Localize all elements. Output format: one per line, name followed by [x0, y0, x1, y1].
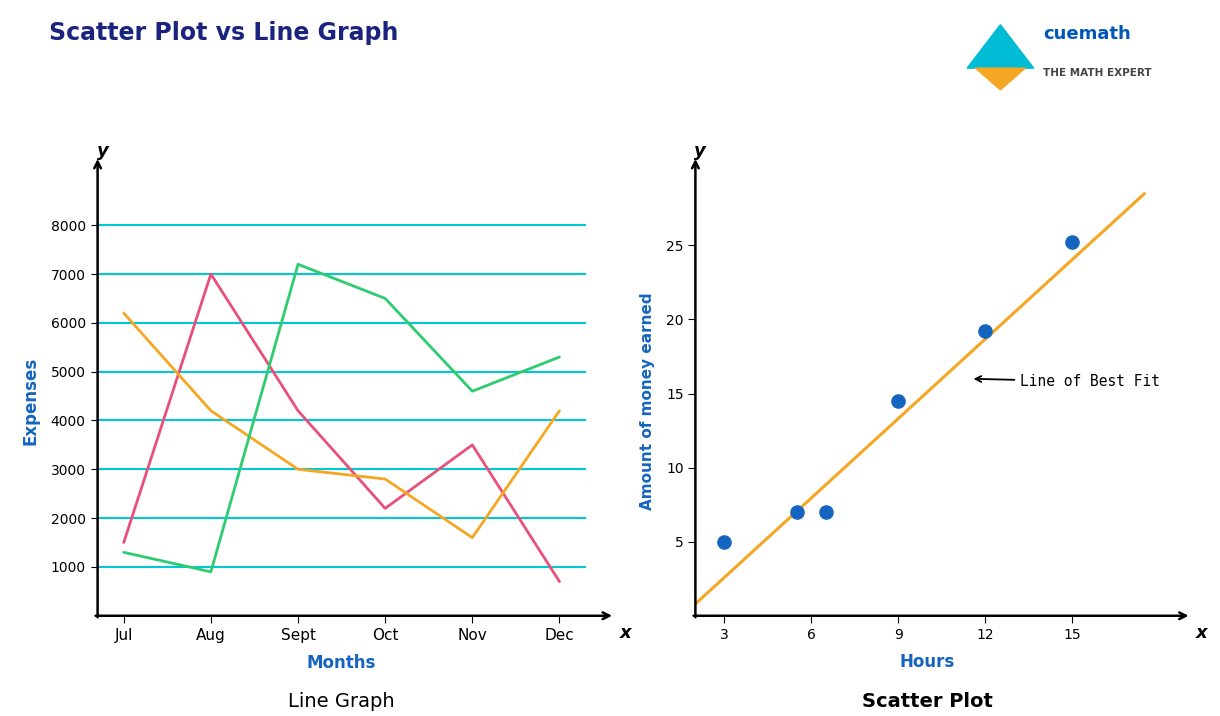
Point	[888, 395, 908, 407]
X-axis label: Months: Months	[307, 654, 376, 672]
Y-axis label: Expenses: Expenses	[22, 357, 39, 445]
Point	[715, 536, 734, 548]
Text: y: y	[694, 142, 706, 160]
Point	[976, 326, 996, 337]
Point	[816, 506, 836, 518]
Text: cuemath: cuemath	[1043, 25, 1131, 43]
Text: Scatter Plot vs Line Graph: Scatter Plot vs Line Graph	[49, 21, 398, 46]
Text: Line of Best Fit: Line of Best Fit	[976, 374, 1160, 390]
Text: Line Graph: Line Graph	[288, 692, 395, 711]
Text: THE MATH EXPERT: THE MATH EXPERT	[1043, 68, 1152, 78]
Text: x: x	[620, 624, 632, 642]
Polygon shape	[976, 68, 1025, 90]
Text: y: y	[96, 142, 109, 160]
Polygon shape	[967, 25, 1033, 68]
X-axis label: Hours: Hours	[899, 653, 955, 671]
Point	[1063, 237, 1082, 248]
Text: Scatter Plot: Scatter Plot	[861, 692, 993, 711]
Y-axis label: Amount of money earned: Amount of money earned	[639, 292, 655, 510]
Point	[787, 506, 806, 518]
Text: x: x	[1196, 624, 1208, 642]
